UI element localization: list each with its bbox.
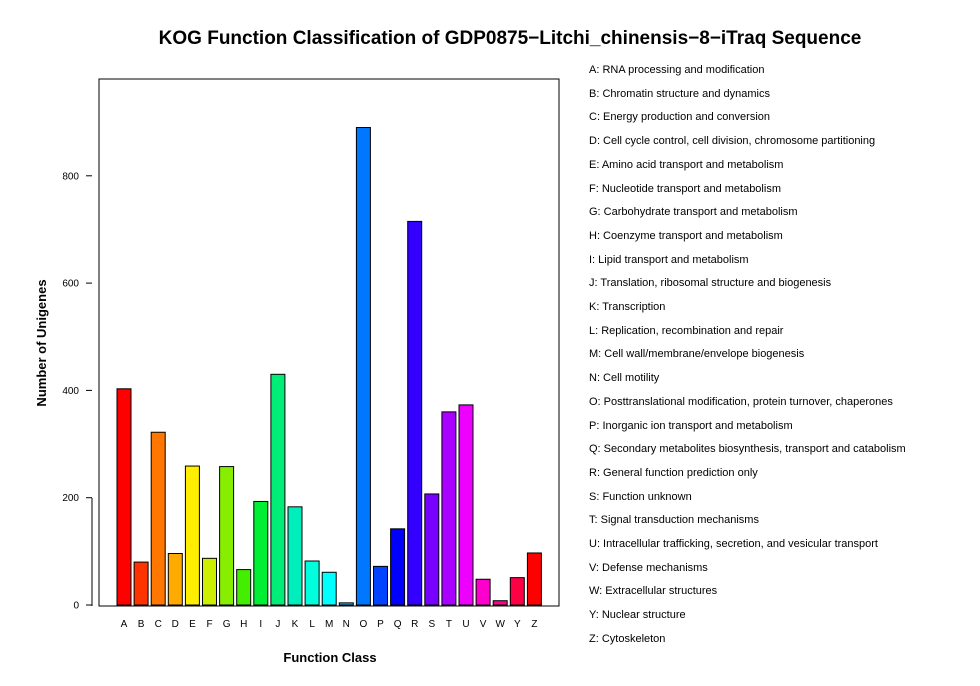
legend-item: Q: Secondary metabolites biosynthesis, t… (589, 443, 906, 456)
legend: A: RNA processing and modification B: Chr… (589, 59, 906, 652)
bar-y (509, 577, 525, 606)
legend-item: Y: Nuclear structure (589, 609, 686, 622)
chart-title: KOG Function Classification of GDP0875−L… (158, 28, 862, 49)
bar-g (219, 466, 235, 606)
legend-item: G: Carbohydrate transport and metabolism (589, 206, 798, 219)
legend-item: Z: Cytoskeleton (589, 632, 666, 645)
x-tick-label: C (155, 619, 162, 630)
plot-frame (98, 78, 560, 607)
y-tick-label: 400 (62, 386, 79, 397)
legend-item: A: RNA processing and modification (589, 64, 765, 76)
bar-z (526, 552, 542, 606)
legend-item: F: Nucleotide transport and metabolism (589, 182, 781, 195)
x-tick-label: V (480, 619, 487, 630)
x-tick-label: W (495, 619, 505, 630)
bar-i (253, 500, 269, 606)
x-tick-label: B (138, 619, 145, 630)
legend-item: K: Transcription (589, 301, 666, 314)
bar-c (150, 431, 166, 606)
bar-v (475, 578, 491, 606)
x-tick-label: M (325, 619, 333, 630)
legend-item: U: Intracellular trafficking, secretion,… (589, 538, 878, 551)
x-axis-label: Function Class (283, 650, 376, 665)
bar-s (424, 493, 440, 606)
bar-h (236, 569, 252, 606)
x-tick-label: A (121, 619, 128, 630)
bar-n (338, 602, 354, 606)
x-tick-label: L (309, 619, 315, 630)
x-tick-label: G (223, 619, 231, 630)
y-axis-ticks: 0 200 400 600 800 (62, 171, 92, 612)
legend-item: H: Coenzyme transport and metabolism (589, 229, 783, 242)
x-tick-label: P (377, 619, 384, 630)
legend-item: R: General function prediction only (589, 466, 758, 479)
bar-t (441, 411, 457, 606)
bar-m (321, 571, 337, 606)
x-tick-label: U (462, 619, 469, 630)
x-tick-label: R (411, 619, 418, 630)
legend-item: O: Posttranslational modification, prote… (589, 395, 893, 408)
y-tick-label: 200 (62, 493, 79, 504)
legend-item: T: Signal transduction mechanisms (589, 514, 759, 527)
x-tick-label: I (259, 619, 262, 630)
x-tick-label: S (428, 619, 435, 630)
legend-item: B: Chromatin structure and dynamics (589, 87, 770, 100)
legend-item: N: Cell motility (589, 372, 660, 385)
legend-item: P: Inorganic ion transport and metabolis… (589, 419, 793, 432)
x-tick-label: F (206, 619, 212, 630)
bars (116, 127, 542, 606)
x-tick-label: Y (514, 619, 521, 630)
legend-item: L: Replication, recombination and repair (589, 324, 784, 337)
bar-d (167, 552, 183, 606)
legend-item: W: Extracellular structures (589, 585, 718, 598)
legend-item: E: Amino acid transport and metabolism (589, 158, 784, 171)
bar-a (116, 388, 132, 606)
legend-item: C: Energy production and conversion (589, 111, 770, 124)
x-tick-label: E (189, 619, 196, 630)
bar-o (355, 127, 371, 606)
bar-u (458, 404, 474, 606)
x-tick-label: J (275, 619, 280, 630)
bar-k (287, 506, 303, 606)
legend-item: J: Translation, ribosomal structure and … (589, 277, 832, 290)
x-tick-label: N (343, 619, 350, 630)
x-tick-label: Q (394, 619, 402, 630)
legend-item: D: Cell cycle control, cell division, ch… (589, 135, 876, 148)
bar-p (373, 565, 388, 606)
bar-q (390, 528, 406, 606)
x-tick-label: Z (531, 619, 537, 630)
x-tick-label: H (240, 619, 247, 630)
legend-item: S: Function unknown (589, 490, 692, 503)
bar-e (184, 465, 200, 606)
x-tick-label: O (360, 619, 368, 630)
legend-item: I: Lipid transport and metabolism (589, 253, 749, 266)
bar-l (304, 560, 320, 606)
bar-r (407, 220, 423, 606)
bar-f (202, 557, 217, 606)
y-tick-label: 800 (62, 171, 79, 182)
legend-item: V: Defense mechanisms (589, 561, 708, 574)
x-tick-label: T (446, 619, 452, 630)
bar-j (270, 373, 286, 606)
y-axis-label: Number of Unigenes (34, 279, 49, 406)
y-tick-label: 0 (73, 601, 79, 612)
legend-item: M: Cell wall/membrane/envelope biogenesi… (589, 348, 805, 361)
x-tick-label: D (172, 619, 179, 630)
bar-w (492, 600, 508, 606)
x-tick-label: K (292, 619, 299, 630)
y-tick-label: 600 (62, 279, 79, 290)
bar-b (133, 561, 149, 606)
